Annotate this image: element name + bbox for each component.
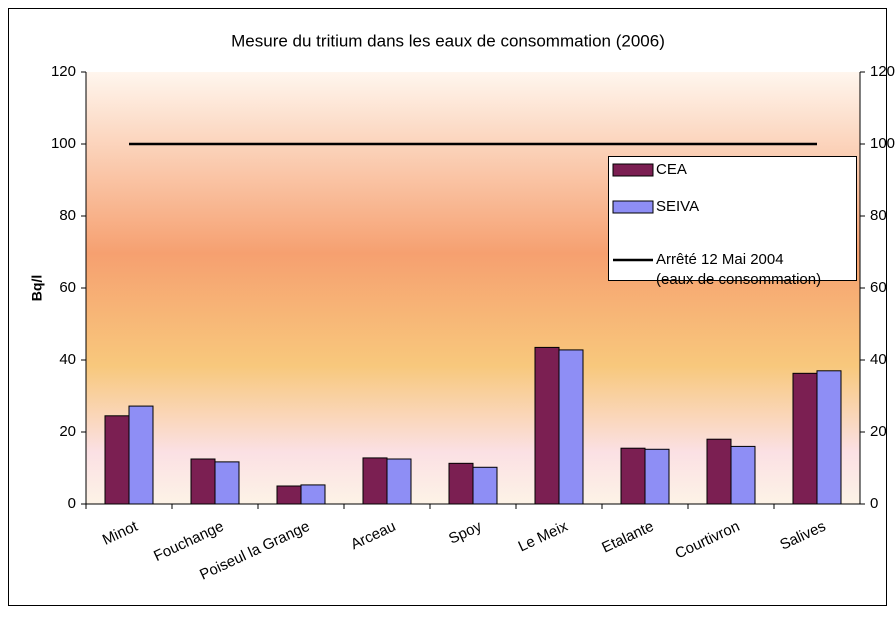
y-tick-label: 100 [51, 135, 76, 152]
y-tick-label: 120 [51, 63, 76, 80]
bar [214, 461, 240, 505]
y-tick-label: 0 [68, 495, 76, 512]
y-tick-label: 60 [59, 279, 76, 296]
y2-tick-label: 60 [870, 279, 887, 296]
legend-label: Arrêté 12 Mai 2004 (eaux de consommation) [656, 251, 821, 288]
bar [730, 445, 756, 505]
bar [558, 349, 584, 505]
y2-tick-label: 0 [870, 495, 878, 512]
y-axis-label: Bq/l [29, 275, 45, 301]
bar [816, 370, 842, 505]
chart-title: Mesure du tritium dans les eaux de conso… [231, 31, 665, 50]
y2-tick-label: 120 [870, 63, 895, 80]
bar [472, 466, 498, 505]
bar [620, 447, 646, 505]
y-tick-label: 20 [59, 423, 76, 440]
bar [792, 372, 818, 505]
y2-tick-label: 40 [870, 351, 887, 368]
bar [190, 458, 216, 505]
bar [534, 346, 560, 505]
plot-area [86, 72, 860, 504]
bar [706, 438, 732, 505]
legend-swatch [612, 200, 654, 214]
bar [300, 484, 326, 505]
legend-label: SEIVA [656, 198, 699, 215]
bar [448, 462, 474, 505]
bar [362, 457, 388, 505]
bar [104, 415, 130, 505]
y-tick-label: 40 [59, 351, 76, 368]
bar [128, 405, 154, 505]
y2-tick-label: 100 [870, 135, 895, 152]
y2-tick-label: 80 [870, 207, 887, 224]
bar [276, 485, 302, 505]
y2-tick-label: 20 [870, 423, 887, 440]
bar [386, 458, 412, 505]
legend-swatch [612, 163, 654, 177]
bar [644, 448, 670, 505]
legend-label: CEA [656, 161, 687, 178]
y-tick-label: 80 [59, 207, 76, 224]
